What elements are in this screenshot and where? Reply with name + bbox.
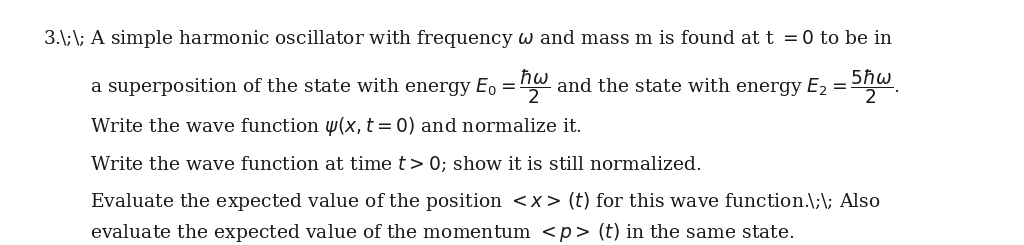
- Text: Write the wave function $\psi(x, t = 0)$ and normalize it.: Write the wave function $\psi(x, t = 0)$…: [90, 115, 582, 138]
- Text: a superposition of the state with energy $E_0 = \dfrac{\hbar\omega}{2}$ and the : a superposition of the state with energy…: [90, 67, 899, 106]
- Text: Write the wave function at time $t > 0$; show it is still normalized.: Write the wave function at time $t > 0$;…: [90, 155, 701, 174]
- Text: evaluate the expected value of the momentum $<p>\,(t)$ in the same state.: evaluate the expected value of the momen…: [90, 220, 795, 244]
- Text: 3.\;\; A simple harmonic oscillator with frequency $\omega$ and mass m is found : 3.\;\; A simple harmonic oscillator with…: [43, 28, 893, 50]
- Text: Evaluate the expected value of the position $<x>\,(t)$ for this wave function.\;: Evaluate the expected value of the posit…: [90, 190, 881, 213]
